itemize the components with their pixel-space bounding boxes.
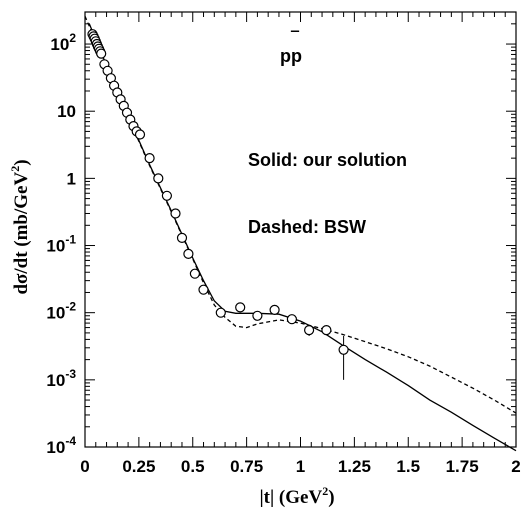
solid-curve-path (88, 23, 517, 452)
data-point (153, 173, 164, 184)
data-point (252, 310, 263, 321)
data-point (304, 325, 315, 336)
x-axis-title-main: |t| (GeV (259, 487, 322, 508)
data-point (338, 344, 349, 355)
data-point (134, 129, 146, 140)
data-point (144, 153, 155, 164)
y-tick-label: 10-2 (46, 300, 76, 323)
y-tick-label: 10-1 (46, 233, 76, 256)
data-point (189, 268, 200, 279)
data-point (235, 302, 246, 313)
solid-curve (88, 23, 517, 452)
y-axis-title: dσ/dt (mb/GeV2) (8, 159, 32, 294)
x-tick-label: 2 (511, 457, 520, 476)
x-tick-label: 0.75 (230, 457, 263, 476)
data-point (96, 48, 107, 59)
y-axis-title-sup: 2 (8, 166, 22, 172)
dashed-legend-label: Dashed: BSW (248, 217, 366, 237)
y-axis-title-main: dσ/dt (mb/GeV (11, 172, 32, 295)
y-tick-label: 10-4 (46, 434, 76, 457)
data-point (170, 208, 181, 219)
x-tick-label: 1.75 (446, 457, 479, 476)
data-point (183, 248, 194, 259)
process-label: pp (280, 46, 302, 66)
solid-legend-label: Solid: our solution (248, 150, 407, 170)
y-axis-ticks: 102 10 1 10-1 10-2 10-3 10-4 (46, 11, 516, 457)
data-point (215, 307, 226, 318)
x-axis-title-tail: ) (328, 487, 334, 508)
process-antiparticle-bar: ‾ (290, 29, 300, 49)
y-tick-label: 1 (67, 169, 76, 188)
data-point (198, 284, 209, 295)
x-tick-label: 0 (80, 457, 89, 476)
x-tick-label: 0.25 (122, 457, 155, 476)
y-tick-label: 10-3 (46, 367, 76, 390)
x-axis-ticks: 0 0.25 0.5 0.75 1 1.25 1.5 1.75 2 (80, 12, 521, 476)
data-point (176, 232, 188, 243)
x-tick-label: 1 (296, 457, 305, 476)
x-tick-label: 1.25 (338, 457, 371, 476)
dashed-curve (84, 15, 517, 414)
data-point (286, 314, 297, 325)
x-tick-label: 0.5 (181, 457, 205, 476)
data-point (321, 325, 332, 336)
y-tick-label: 10 (57, 102, 76, 121)
dashed-curve-path (84, 15, 517, 414)
y-tick-label: 102 (50, 31, 76, 54)
x-axis-title-sup: 2 (322, 484, 328, 498)
x-axis-title: |t| (GeV2) (259, 484, 334, 508)
data-point (269, 304, 280, 315)
data-points (87, 29, 349, 380)
data-point (161, 190, 172, 201)
y-axis-title-tail: ) (11, 159, 32, 165)
x-tick-label: 1.5 (396, 457, 420, 476)
